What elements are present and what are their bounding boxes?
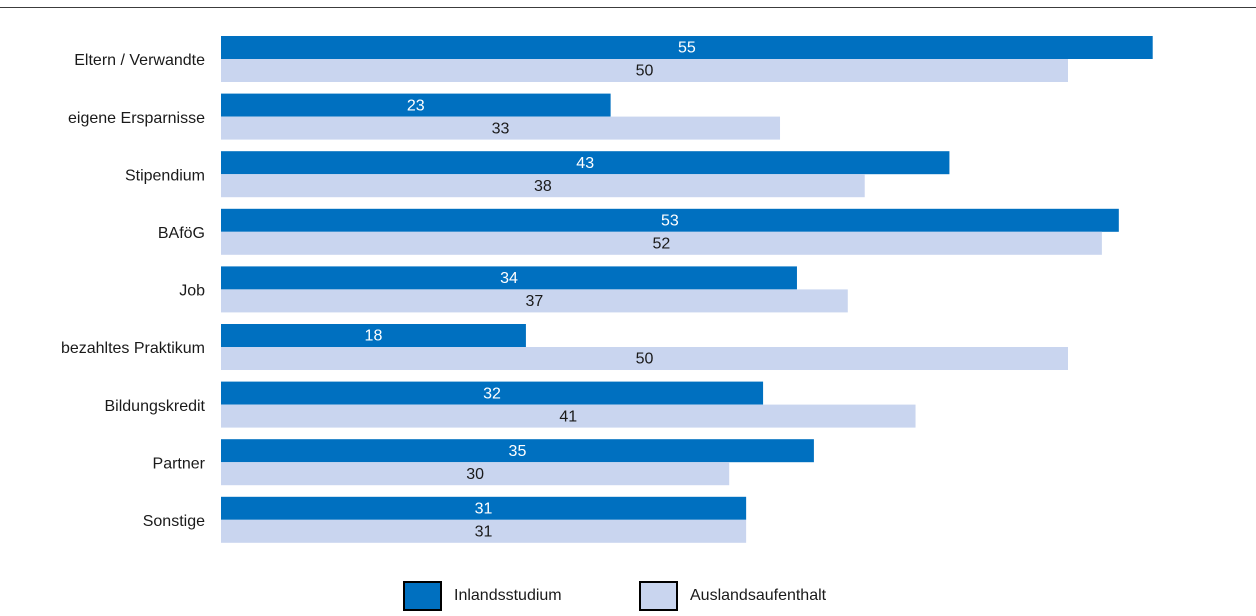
value-label-auslandsaufenthalt-partner: 30 <box>466 466 484 483</box>
value-label-inlandsstudium-job: 34 <box>500 270 518 287</box>
bar-auslandsaufenthalt-bezahltes-praktikum <box>221 347 1068 370</box>
legend-swatch-inlandsstudium <box>403 581 442 611</box>
bar-inlandsstudium-stipendium <box>221 151 950 175</box>
category-label-stipendium: Stipendium <box>125 167 205 184</box>
category-label-eltern-verwandte: Eltern / Verwandte <box>74 52 205 69</box>
bar-auslandsaufenthalt-partner <box>221 462 730 486</box>
bar-inlandsstudium-job <box>221 266 797 290</box>
top-divider <box>0 7 1256 8</box>
value-label-auslandsaufenthalt-bafoeg: 52 <box>653 236 671 253</box>
value-label-auslandsaufenthalt-eltern-verwandte: 50 <box>636 63 654 80</box>
bars-layer <box>221 36 1153 543</box>
value-label-inlandsstudium-eltern-verwandte: 55 <box>678 40 696 57</box>
bar-inlandsstudium-bildungskredit <box>221 381 764 405</box>
legend-label-auslandsaufenthalt: Auslandsaufenthalt <box>690 587 827 604</box>
bar-inlandsstudium-eigene-ersparnisse <box>221 93 611 117</box>
legend-label-inlandsstudium: Inlandsstudium <box>454 587 562 604</box>
value-label-inlandsstudium-stipendium: 43 <box>576 155 594 172</box>
bar-inlandsstudium-bezahltes-praktikum <box>221 324 526 347</box>
bar-auslandsaufenthalt-eigene-ersparnisse <box>221 116 781 140</box>
category-label-partner: Partner <box>153 455 206 472</box>
value-label-auslandsaufenthalt-eigene-ersparnisse: 33 <box>492 120 510 137</box>
bar-inlandsstudium-sonstige <box>221 496 747 520</box>
category-label-bezahltes-praktikum: bezahltes Praktikum <box>61 340 205 357</box>
value-label-auslandsaufenthalt-bezahltes-praktikum: 50 <box>636 351 654 368</box>
bar-inlandsstudium-eltern-verwandte <box>221 36 1153 59</box>
bar-auslandsaufenthalt-stipendium <box>221 174 865 198</box>
bar-auslandsaufenthalt-eltern-verwandte <box>221 59 1068 82</box>
value-label-inlandsstudium-sonstige: 31 <box>475 501 493 518</box>
labels-layer: Eltern / Verwandte 55 50 eigene Ersparnisse… <box>61 40 696 541</box>
category-label-eigene-ersparnisse: eigene Ersparnisse <box>68 110 205 127</box>
bar-auslandsaufenthalt-bildungskredit <box>221 404 916 428</box>
category-label-bafoeg: BAföG <box>158 225 205 242</box>
legend-swatch-auslandsaufenthalt <box>639 581 678 611</box>
bar-auslandsaufenthalt-job <box>221 289 848 313</box>
bar-auslandsaufenthalt-sonstige <box>221 519 747 543</box>
bar-auslandsaufenthalt-bafoeg <box>221 231 1102 255</box>
value-label-inlandsstudium-bafoeg: 53 <box>661 213 679 230</box>
category-label-sonstige: Sonstige <box>143 513 205 530</box>
value-label-inlandsstudium-bildungskredit: 32 <box>483 385 501 402</box>
value-label-inlandsstudium-bezahltes-praktikum: 18 <box>365 328 383 345</box>
value-label-auslandsaufenthalt-sonstige: 31 <box>475 524 493 541</box>
value-label-auslandsaufenthalt-bildungskredit: 41 <box>559 408 577 425</box>
bar-inlandsstudium-partner <box>221 439 814 463</box>
category-label-job: Job <box>179 283 205 300</box>
value-label-auslandsaufenthalt-job: 37 <box>525 293 543 310</box>
value-label-inlandsstudium-partner: 35 <box>509 443 527 460</box>
value-label-auslandsaufenthalt-stipendium: 38 <box>534 178 552 195</box>
value-label-inlandsstudium-eigene-ersparnisse: 23 <box>407 97 425 114</box>
bar-inlandsstudium-bafoeg <box>221 208 1119 232</box>
legend: Inlandsstudium Auslandsaufenthalt <box>403 581 827 611</box>
category-label-bildungskredit: Bildungskredit <box>105 398 206 415</box>
